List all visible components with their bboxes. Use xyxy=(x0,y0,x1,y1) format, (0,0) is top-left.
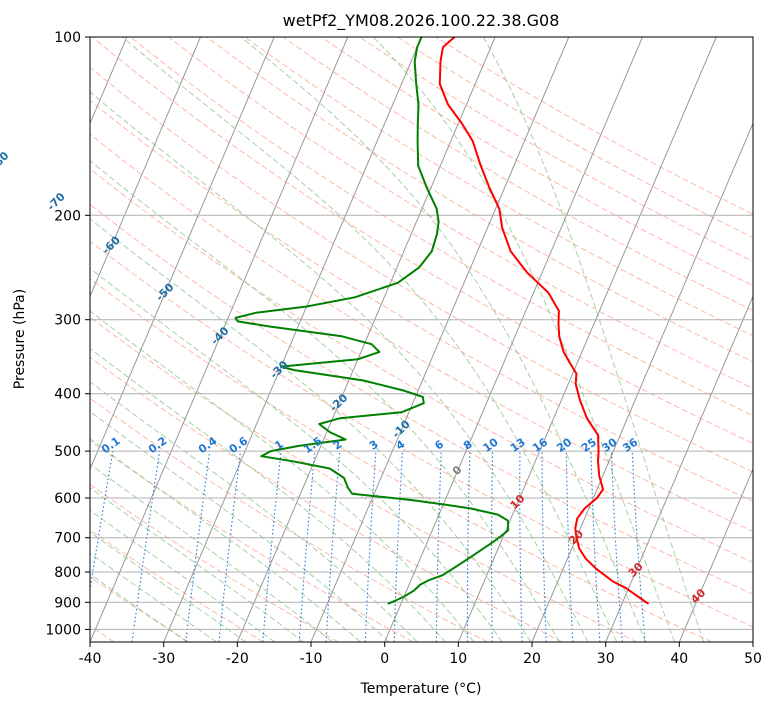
y-tick-label: 1000 xyxy=(45,622,81,638)
mixing-ratio-lines xyxy=(90,451,646,642)
isotherm xyxy=(678,467,753,642)
x-tick-label: -20 xyxy=(226,651,249,667)
y-axis-label: Pressure (hPa) xyxy=(12,289,28,389)
isotherms xyxy=(90,37,753,642)
dewpoint-line xyxy=(234,37,510,605)
moist-adiabat xyxy=(90,347,446,642)
dry-adiabat xyxy=(320,37,753,287)
x-tick-label: 30 xyxy=(597,651,615,667)
moist-adiabat xyxy=(90,552,217,642)
temperature-line xyxy=(438,37,650,605)
mixing-ratio-line xyxy=(131,451,161,642)
y-tick-label: 100 xyxy=(54,30,81,46)
dry-adiabat xyxy=(435,37,753,215)
x-tick-label: -30 xyxy=(152,651,175,667)
isotherm xyxy=(90,37,275,471)
dry-adiabat xyxy=(130,37,753,417)
moist-adiabat xyxy=(90,160,560,642)
y-tick-label: 300 xyxy=(54,313,81,329)
dry-adiabat xyxy=(206,37,753,363)
dry-adiabat xyxy=(91,37,753,445)
dry-adiabat xyxy=(90,316,638,642)
mixing-ratio-line xyxy=(90,451,114,594)
dry-adiabat xyxy=(90,240,753,628)
moist-adiabat xyxy=(90,463,333,642)
moist-adiabat xyxy=(240,37,647,642)
isotherm xyxy=(531,122,753,642)
y-tick-label: 600 xyxy=(54,491,81,507)
x-tick-label: 50 xyxy=(744,651,762,667)
isotherm xyxy=(236,37,496,642)
x-tick-label: 20 xyxy=(523,651,541,667)
moist-adiabat xyxy=(482,37,705,642)
isotherm xyxy=(90,37,349,642)
y-tick-label: 800 xyxy=(54,565,81,581)
isotherm-label: -80 xyxy=(0,149,12,172)
pressure-gridlines xyxy=(90,37,753,630)
y-tick-label: 700 xyxy=(54,531,81,547)
x-tick-label: -40 xyxy=(79,651,102,667)
y-tick-label: 200 xyxy=(54,208,81,224)
isotherm xyxy=(384,37,643,642)
isotherm xyxy=(163,37,422,642)
plot-frame xyxy=(89,36,754,643)
mixing-ratio-line xyxy=(218,451,242,642)
chart-title: wetPf2_YM08.2026.100.22.38.G08 xyxy=(283,11,560,31)
profile-series xyxy=(234,37,650,605)
moist-adiabat xyxy=(121,37,618,642)
moist-adiabat xyxy=(90,410,390,642)
x-tick-label: 10 xyxy=(449,651,467,667)
dry-adiabat xyxy=(90,66,753,473)
x-tick-label: -10 xyxy=(300,651,323,667)
moist-adiabat xyxy=(90,531,246,642)
moist-adiabat xyxy=(90,310,475,642)
moist-adiabat xyxy=(373,37,676,642)
x-tick-label: 0 xyxy=(380,651,389,667)
x-axis-label: Temperature (°C) xyxy=(360,681,482,697)
isotherm xyxy=(310,37,570,642)
dry-adiabat xyxy=(90,440,414,642)
moist-adiabats xyxy=(90,37,705,642)
dry-adiabat xyxy=(282,37,753,312)
moist-adiabat xyxy=(90,573,188,642)
dry-adiabat xyxy=(168,37,753,389)
dry-adiabat xyxy=(359,37,753,262)
dry-adiabat xyxy=(90,278,712,642)
isotherm xyxy=(605,295,753,642)
moist-adiabat xyxy=(90,91,589,642)
isotherm xyxy=(90,37,201,298)
isotherm xyxy=(457,37,717,642)
dry-adiabat xyxy=(90,483,339,642)
plot-area xyxy=(90,37,753,642)
y-tick-label: 500 xyxy=(54,444,81,460)
x-tick-label: 40 xyxy=(670,651,688,667)
y-tick-label: 400 xyxy=(54,387,81,403)
mixing-ratio-line xyxy=(185,451,211,642)
axis-ticks: -40 -30 -20 -10 0 10 20 30 40 50 100 200 300 400 500 60… xyxy=(45,30,762,667)
y-tick-label: 900 xyxy=(54,595,81,611)
